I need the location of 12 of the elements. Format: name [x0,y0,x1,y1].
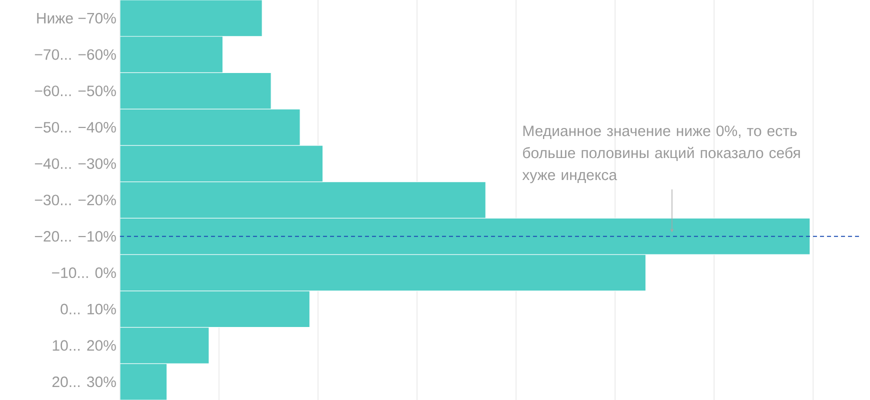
y-tick-label: −20... −10% [34,231,116,242]
annotation: Медианное значение ниже 0%, то есть больше половины акций показало себя хуже индекса [522,126,800,184]
y-tick-label: −70... −60% [34,49,116,60]
y-tick-label: −50... −40% [34,122,116,133]
y-tick-label: 0... 10% [60,304,116,314]
y-tick-label: −60... −50% [34,86,116,96]
y-tick-label: Ниже −70% [37,12,116,24]
y-tick-label: −30... −20% [34,194,116,206]
y-tick-label: −40... −30% [34,158,116,169]
y-tick-label: 20... 30% [52,376,116,388]
y-tick-label: 10... 20% [52,340,116,351]
y-tick-label: −10... 0% [52,267,116,278]
